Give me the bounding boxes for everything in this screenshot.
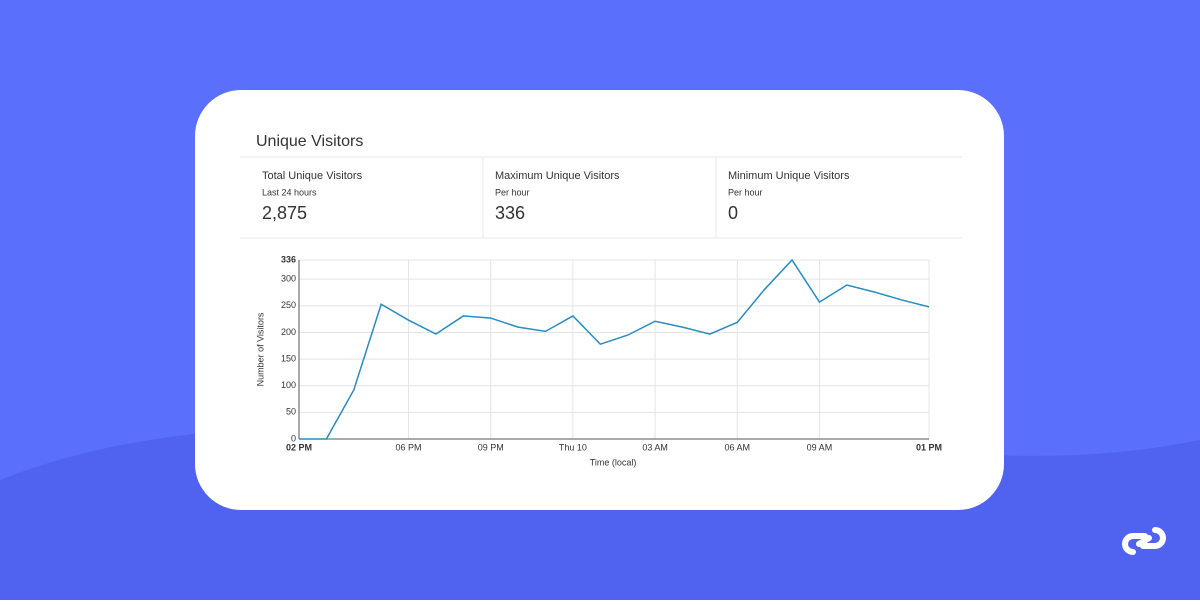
x-tick-label: 09 AM: [807, 442, 833, 452]
y-tick-label: 250: [281, 300, 296, 310]
x-axis-label: Time (local): [590, 457, 637, 467]
card: [195, 90, 1004, 510]
stat-subtitle: Last 24 hours: [262, 187, 317, 197]
y-tick-label: 0: [291, 433, 296, 443]
y-tick-label: 150: [281, 353, 296, 363]
logo: [1122, 527, 1166, 555]
stat-value: 2,875: [262, 203, 307, 223]
card-title: Unique Visitors: [256, 133, 363, 150]
x-tick-label: 09 PM: [478, 442, 504, 452]
y-tick-label: 100: [281, 380, 296, 390]
stats: Total Unique Visitors Last 24 hours 2,875 M…: [262, 170, 850, 223]
y-axis-label: Number of Visitors: [255, 312, 265, 386]
stat-title: Total Unique Visitors: [262, 170, 363, 182]
chart: 0 50 100 150 200 250 300 336 02 PM 06 PM 09 PM Thu …: [255, 254, 942, 467]
stat-value: 0: [728, 203, 738, 223]
stat-value: 336: [495, 203, 525, 223]
y-tick-label: 200: [281, 327, 296, 337]
y-tick-label: 336: [281, 254, 296, 264]
stat-title: Minimum Unique Visitors: [728, 170, 850, 182]
stat-title: Maximum Unique Visitors: [495, 170, 620, 182]
x-tick-label: 06 AM: [725, 442, 751, 452]
y-tick-label: 50: [286, 407, 296, 417]
stat-subtitle: Per hour: [495, 187, 530, 197]
line: [299, 258, 930, 440]
stat-subtitle: Per hour: [728, 187, 763, 197]
x-tick-label: 02 PM: [286, 442, 312, 452]
x-tick-label: Thu 10: [559, 442, 587, 452]
x-tick-label: 03 AM: [642, 442, 668, 452]
x-tick-label: 01 PM: [916, 442, 942, 452]
x-tick-label: 06 PM: [396, 442, 422, 452]
y-tick-label: 300: [281, 274, 296, 284]
